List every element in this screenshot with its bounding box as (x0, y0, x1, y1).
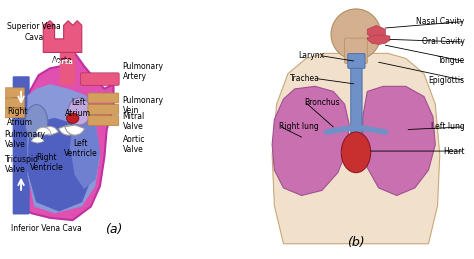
Polygon shape (272, 53, 440, 244)
FancyBboxPatch shape (4, 98, 25, 107)
Text: (b): (b) (347, 236, 365, 249)
Text: Superior Vena
Cava: Superior Vena Cava (7, 22, 61, 42)
FancyBboxPatch shape (4, 88, 25, 97)
Text: Pulmonary
Valve: Pulmonary Valve (5, 130, 46, 149)
Text: Trachea: Trachea (290, 74, 319, 83)
Text: Oral Cavity: Oral Cavity (422, 38, 465, 46)
Text: Larynx: Larynx (298, 51, 324, 60)
FancyBboxPatch shape (81, 73, 119, 85)
FancyBboxPatch shape (88, 93, 118, 103)
FancyBboxPatch shape (4, 108, 25, 118)
Text: Right
Ventricle: Right Ventricle (30, 153, 64, 172)
Text: Tongue: Tongue (438, 56, 465, 66)
Polygon shape (367, 35, 390, 45)
Text: Aortic
Valve: Aortic Valve (123, 134, 145, 154)
Polygon shape (27, 84, 100, 213)
Text: Left
Atrium: Left Atrium (65, 98, 91, 118)
Text: Pulmonary
Vein: Pulmonary Vein (123, 96, 164, 116)
Text: Bronchus: Bronchus (304, 98, 339, 107)
Text: Left
Ventricle: Left Ventricle (64, 139, 98, 159)
Ellipse shape (68, 98, 91, 125)
Wedge shape (59, 125, 78, 135)
FancyBboxPatch shape (348, 54, 365, 68)
Text: Right lung: Right lung (279, 123, 319, 132)
Ellipse shape (66, 113, 79, 123)
Text: Nasal Cavity: Nasal Cavity (417, 17, 465, 26)
Text: Pulmonary
Artery: Pulmonary Artery (123, 62, 164, 81)
Wedge shape (65, 125, 84, 135)
Text: Tricuspid
Valve: Tricuspid Valve (5, 155, 39, 174)
Wedge shape (36, 127, 51, 135)
Wedge shape (42, 127, 58, 135)
Text: (a): (a) (105, 223, 122, 236)
Text: Mitral
Valve: Mitral Valve (123, 112, 145, 131)
Text: Inferior Vena Cava: Inferior Vena Cava (11, 224, 82, 233)
Polygon shape (272, 86, 349, 196)
Text: Epiglottis: Epiglottis (428, 76, 465, 84)
Polygon shape (16, 50, 113, 220)
Polygon shape (71, 114, 100, 188)
Polygon shape (27, 118, 91, 211)
FancyBboxPatch shape (345, 38, 367, 63)
Text: Aorta: Aorta (52, 59, 73, 64)
FancyBboxPatch shape (88, 116, 118, 126)
FancyBboxPatch shape (351, 61, 362, 136)
Text: Heart: Heart (443, 147, 465, 156)
Ellipse shape (25, 105, 48, 141)
Wedge shape (31, 137, 44, 143)
Ellipse shape (331, 9, 381, 60)
Polygon shape (363, 86, 435, 196)
Text: Left lung: Left lung (431, 123, 465, 132)
Ellipse shape (341, 132, 371, 173)
FancyBboxPatch shape (88, 104, 118, 114)
Text: Right
Atrium: Right Atrium (7, 107, 33, 127)
Polygon shape (43, 21, 82, 53)
Polygon shape (367, 25, 385, 39)
FancyBboxPatch shape (13, 76, 30, 214)
Text: Aorta: Aorta (52, 56, 73, 65)
